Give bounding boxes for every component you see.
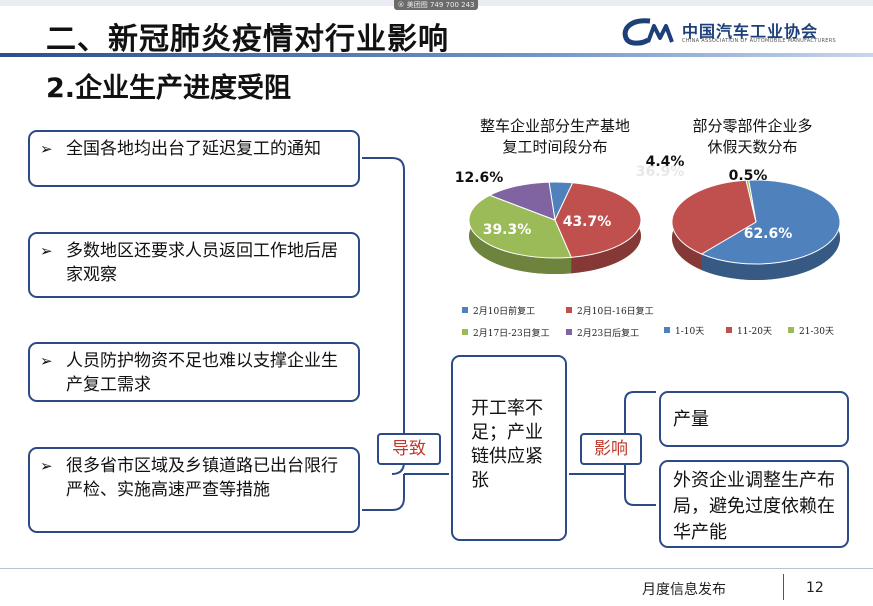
cause-box-4: ➢ 很多省市区域及乡镇道路已出台限行严检、实施高速严查等措施 bbox=[28, 447, 360, 533]
legend-label: 2月17日-23日复工 bbox=[473, 329, 550, 339]
chart1-legend: 2月10日前复工 2月10日-16日复工 2月17日-23日复工 2月23日后复工 bbox=[462, 304, 682, 339]
pie-slice bbox=[671, 179, 757, 255]
bullet-arrow-icon: ➢ bbox=[40, 140, 53, 158]
legend-swatch bbox=[566, 329, 572, 335]
footer-separator bbox=[783, 574, 784, 600]
cause-text: 全国各地均出台了延迟复工的通知 bbox=[66, 139, 321, 159]
legend-swatch bbox=[462, 307, 468, 313]
legend-swatch bbox=[664, 327, 670, 333]
pie-slice bbox=[745, 179, 757, 223]
pie-data-label: 36.9% bbox=[636, 164, 685, 180]
title-divider bbox=[0, 53, 873, 57]
cause-text: 多数地区还要求人员返回工作地后居家观察 bbox=[66, 241, 338, 285]
pie-chart-2: 62.6% 36.9% 0.5% bbox=[636, 164, 841, 280]
legend-swatch bbox=[788, 327, 794, 333]
page-number: 12 bbox=[806, 580, 824, 596]
chart1-title-text: 整车企业部分生产基地复工时间段分布 bbox=[480, 117, 631, 156]
pie-slice bbox=[554, 182, 642, 258]
cause-box-2: ➢ 多数地区还要求人员返回工作地后居家观察 bbox=[28, 232, 360, 298]
legend-item: 2月23日后复工 bbox=[566, 329, 639, 339]
bullet-arrow-icon: ➢ bbox=[40, 457, 53, 475]
pie-data-label: 39.3% bbox=[483, 222, 532, 238]
pie-slice-side bbox=[469, 195, 572, 274]
legend-item: 1-10天 bbox=[664, 324, 726, 337]
bullet-arrow-icon: ➢ bbox=[40, 242, 53, 260]
chart1-legend-row: 2月17日-23日复工 2月23日后复工 bbox=[462, 326, 682, 339]
legend-item: 2月17日-23日复工 bbox=[462, 326, 566, 339]
pie-chart-1: 4.4% 43.7% 39.3% 12.6% bbox=[455, 154, 684, 274]
logo-en: CHINA ASSOCIATION OF AUTOMOBILE MANUFACT… bbox=[682, 38, 836, 44]
legend-swatch bbox=[726, 327, 732, 333]
chart2-legend: 1-10天 11-20天 21-30天 bbox=[664, 324, 854, 337]
middle-box: 开工率不足；产业链供应紧张 bbox=[451, 355, 567, 541]
chart1-legend-row: 2月10日前复工 2月10日-16日复工 bbox=[462, 304, 682, 317]
bullet-arrow-icon: ➢ bbox=[40, 352, 53, 370]
pie-slice bbox=[488, 181, 556, 221]
outcome-box-2: 外资企业调整生产布局，避免过度依赖在华产能 bbox=[659, 460, 849, 548]
legend-item: 2月10日前复工 bbox=[462, 304, 566, 317]
chart1-title: 整车企业部分生产基地复工时间段分布 bbox=[440, 116, 670, 158]
caam-logo-icon bbox=[622, 18, 674, 46]
outcome-box-1: 产量 bbox=[659, 391, 849, 447]
logo-cn: 中国汽车工业协会 bbox=[682, 22, 819, 41]
legend-swatch bbox=[462, 329, 468, 335]
legend-item: 2月10日-16日复工 bbox=[566, 307, 654, 317]
pie-data-label: 62.6% bbox=[744, 226, 793, 242]
pie-data-label: 12.6% bbox=[455, 170, 504, 186]
meta-chip: ® 美团图 749 700 243 bbox=[394, 0, 478, 10]
legend-label: 11-20天 bbox=[737, 327, 772, 337]
chart2-title-text: 部分零部件企业多休假天数分布 bbox=[692, 117, 813, 156]
legend-label: 2月23日后复工 bbox=[577, 329, 640, 339]
pie-slice-side bbox=[701, 180, 840, 280]
outcome-text: 产量 bbox=[673, 409, 709, 430]
chart2-title: 部分零部件企业多休假天数分布 bbox=[680, 116, 825, 158]
footer-text: 月度信息发布 bbox=[642, 582, 726, 598]
cause-box-1: ➢ 全国各地均出台了延迟复工的通知 bbox=[28, 130, 360, 187]
legend-swatch bbox=[566, 307, 572, 313]
section-subtitle: 2.企业生产进度受阻 bbox=[46, 73, 292, 104]
lead-to-label: 导致 bbox=[377, 433, 441, 465]
cause-box-3: ➢ 人员防护物资不足也难以支撑企业生产复工需求 bbox=[28, 342, 360, 402]
pie-data-label: 0.5% bbox=[729, 168, 768, 184]
legend-item: 11-20天 bbox=[726, 324, 788, 337]
page-title: 二、新冠肺炎疫情对行业影响 bbox=[46, 22, 449, 57]
outcome-text: 外资企业调整生产布局，避免过度依赖在华产能 bbox=[673, 470, 835, 543]
cause-text: 很多省市区域及乡镇道路已出台限行严检、实施高速严查等措施 bbox=[66, 456, 338, 500]
cause-text: 人员防护物资不足也难以支撑企业生产复工需求 bbox=[66, 351, 338, 395]
legend-item: 21-30天 bbox=[788, 327, 834, 337]
legend-label: 2月10日-16日复工 bbox=[577, 307, 654, 317]
legend-label: 1-10天 bbox=[675, 327, 705, 337]
impact-label: 影响 bbox=[580, 433, 642, 465]
legend-label: 2月10日前复工 bbox=[473, 307, 536, 317]
logo: 中国汽车工业协会 CHINA ASSOCIATION OF AUTOMOBILE… bbox=[620, 16, 865, 48]
legend-label: 21-30天 bbox=[799, 327, 834, 337]
pie-slice bbox=[468, 194, 572, 259]
pie-data-label: 43.7% bbox=[563, 214, 612, 230]
pie-data-label: 4.4% bbox=[646, 154, 685, 170]
pie-slice bbox=[700, 179, 841, 265]
footer-divider bbox=[0, 568, 873, 569]
